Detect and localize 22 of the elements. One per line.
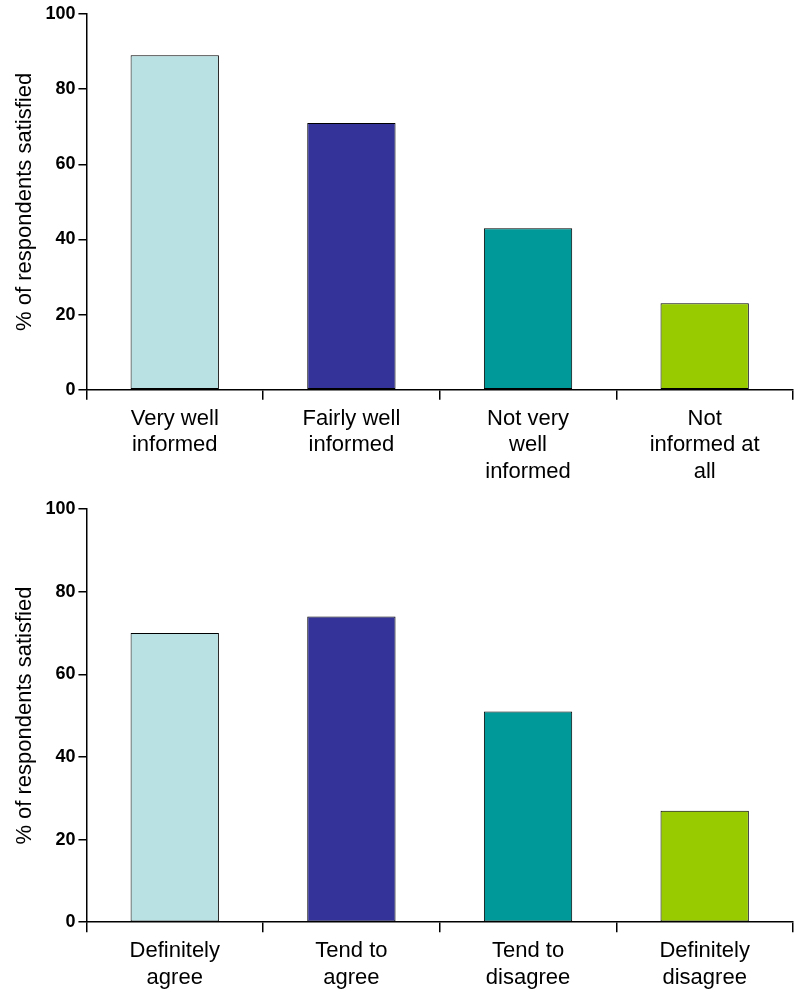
x-tick-label: Fairly well informed	[302, 405, 401, 457]
x-tick-label: Not very well informed	[485, 405, 571, 483]
y-tick-label: 20	[55, 828, 76, 849]
y-tick-label: 40	[55, 745, 76, 766]
y-axis-title: % of respondents satisfied	[11, 586, 37, 845]
x-tick-label: Definitely disagree	[659, 937, 750, 989]
y-tick-label: 100	[45, 497, 76, 518]
y-tick-label: 60	[55, 153, 76, 174]
x-tick-label: Tend to disagree	[485, 937, 571, 989]
y-tick-label: 80	[55, 580, 76, 601]
y-tick-label: 40	[55, 228, 76, 249]
y-tick-label: 0	[65, 378, 76, 399]
y-tick-label: 80	[55, 78, 76, 99]
y-tick-label: 60	[55, 663, 76, 684]
x-tick-label: Very well informed	[130, 405, 219, 457]
x-tick-label: Definitely agree	[129, 937, 220, 989]
x-tick-label: Not informed at all	[649, 405, 760, 483]
y-tick-label: 20	[55, 303, 76, 324]
y-tick-label: 0	[65, 911, 76, 932]
y-tick-label: 100	[45, 2, 76, 23]
y-axis-title: % of respondents satisfied	[11, 72, 37, 331]
x-tick-label: Tend to agree	[315, 937, 388, 989]
